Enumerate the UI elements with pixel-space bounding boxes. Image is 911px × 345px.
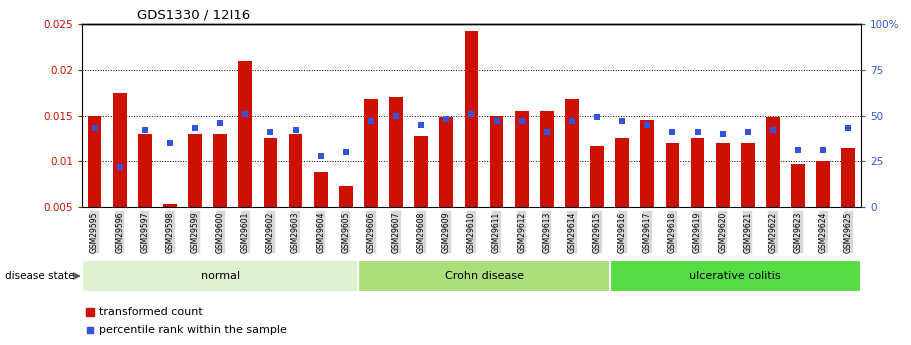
Bar xyxy=(741,143,754,207)
Text: GSM29619: GSM29619 xyxy=(693,211,702,253)
Text: GSM29611: GSM29611 xyxy=(492,211,501,253)
Bar xyxy=(842,148,855,207)
Bar xyxy=(565,99,578,207)
Bar xyxy=(163,204,177,207)
Bar xyxy=(189,134,202,207)
Bar xyxy=(213,134,227,207)
Text: GDS1330 / 12I16: GDS1330 / 12I16 xyxy=(137,9,250,22)
Bar xyxy=(590,146,604,207)
Text: GSM29607: GSM29607 xyxy=(392,211,401,253)
Text: GSM29623: GSM29623 xyxy=(793,211,803,253)
Text: GSM29620: GSM29620 xyxy=(718,211,727,253)
Bar xyxy=(138,134,152,207)
Text: GSM29618: GSM29618 xyxy=(668,211,677,253)
Text: GSM29609: GSM29609 xyxy=(442,211,451,253)
Text: GSM29604: GSM29604 xyxy=(316,211,325,253)
Text: GSM29613: GSM29613 xyxy=(542,211,551,253)
Text: percentile rank within the sample: percentile rank within the sample xyxy=(99,325,287,335)
Text: GSM29601: GSM29601 xyxy=(241,211,250,253)
Bar xyxy=(415,136,428,207)
Text: disease state: disease state xyxy=(5,271,74,281)
Bar xyxy=(640,120,654,207)
Bar xyxy=(540,111,554,207)
Bar xyxy=(339,186,353,207)
Text: GSM29600: GSM29600 xyxy=(216,211,225,253)
Bar xyxy=(816,161,830,207)
Bar xyxy=(465,31,478,207)
Text: GSM29597: GSM29597 xyxy=(140,211,149,253)
Text: GSM29602: GSM29602 xyxy=(266,211,275,253)
Text: GSM29616: GSM29616 xyxy=(618,211,627,253)
Bar xyxy=(791,164,805,207)
Text: GSM29595: GSM29595 xyxy=(90,211,99,253)
Bar xyxy=(358,260,609,292)
Bar xyxy=(289,134,302,207)
Text: GSM29608: GSM29608 xyxy=(416,211,425,253)
Bar xyxy=(615,138,630,207)
Text: GSM29625: GSM29625 xyxy=(844,211,853,253)
Text: normal: normal xyxy=(200,271,240,281)
Text: GSM29622: GSM29622 xyxy=(769,211,777,253)
Bar xyxy=(87,116,101,207)
Bar xyxy=(82,260,358,292)
Bar xyxy=(716,143,730,207)
Bar xyxy=(766,117,780,207)
Bar xyxy=(439,117,454,207)
Bar xyxy=(313,172,328,207)
Text: GSM29606: GSM29606 xyxy=(366,211,375,253)
Bar xyxy=(691,138,704,207)
Bar xyxy=(489,116,504,207)
Text: GSM29621: GSM29621 xyxy=(743,211,752,253)
Text: GSM29612: GSM29612 xyxy=(517,211,527,253)
Bar xyxy=(239,61,252,207)
Text: GSM29617: GSM29617 xyxy=(643,211,652,253)
Text: GSM29624: GSM29624 xyxy=(819,211,828,253)
Bar xyxy=(389,97,403,207)
Bar xyxy=(515,111,528,207)
Text: Crohn disease: Crohn disease xyxy=(445,271,524,281)
Bar xyxy=(113,93,127,207)
Text: ulcerative colitis: ulcerative colitis xyxy=(690,271,781,281)
Text: GSM29598: GSM29598 xyxy=(166,211,174,253)
Text: GSM29610: GSM29610 xyxy=(467,211,476,253)
Bar xyxy=(364,99,378,207)
Text: GSM29596: GSM29596 xyxy=(115,211,124,253)
Bar xyxy=(263,138,277,207)
Bar xyxy=(666,143,680,207)
Text: transformed count: transformed count xyxy=(99,307,203,317)
Text: GSM29605: GSM29605 xyxy=(342,211,351,253)
Text: GSM29615: GSM29615 xyxy=(592,211,601,253)
Text: GSM29599: GSM29599 xyxy=(190,211,200,253)
Text: GSM29603: GSM29603 xyxy=(291,211,300,253)
Text: GSM29614: GSM29614 xyxy=(568,211,577,253)
Bar xyxy=(609,260,861,292)
